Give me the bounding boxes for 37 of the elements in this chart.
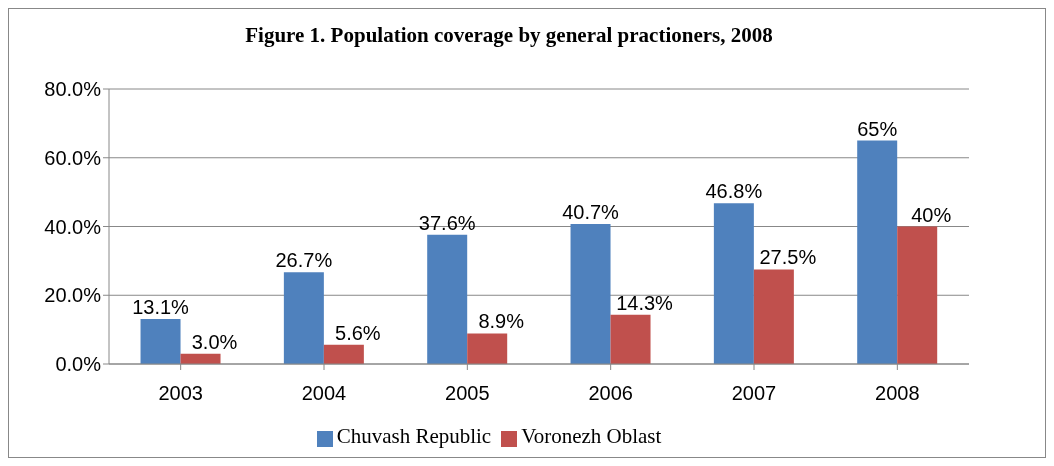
x-tick-label: 2003 <box>158 382 203 405</box>
chart-title: Figure 1. Population coverage by general practioners, 2008 <box>244 23 774 48</box>
data-label: 27.5% <box>759 246 817 269</box>
data-label: 26.7% <box>275 249 333 272</box>
y-tick-label: 60.0% <box>44 146 102 169</box>
bar <box>857 140 898 364</box>
y-tick-label: 40.0% <box>44 215 102 238</box>
legend-label: Chuvash Republic <box>336 424 492 448</box>
bar <box>897 226 938 364</box>
y-tick-label: 20.0% <box>44 284 102 307</box>
data-label: 8.9% <box>478 310 525 333</box>
bar <box>610 314 651 364</box>
x-tick-label: 2008 <box>875 382 920 405</box>
data-label: 13.1% <box>132 295 190 318</box>
data-label: 40% <box>911 203 952 226</box>
data-label: 37.6% <box>418 211 476 234</box>
bar <box>570 224 611 364</box>
data-label: 46.8% <box>705 180 763 203</box>
data-label: 3.0% <box>191 330 238 353</box>
data-label: 5.6% <box>335 321 381 344</box>
x-tick-label: 2005 <box>445 382 490 405</box>
x-tick-label: 2007 <box>731 382 777 405</box>
x-tick-label: 2006 <box>588 382 633 405</box>
bar <box>140 318 181 364</box>
bar <box>323 344 364 364</box>
bar <box>283 272 324 364</box>
data-label: 40.7% <box>562 201 620 224</box>
bar <box>753 269 794 364</box>
data-label: 65% <box>857 117 898 140</box>
y-tick-label: 80.0% <box>44 78 102 101</box>
y-tick-label: 0.0% <box>55 353 102 376</box>
bar <box>467 333 508 364</box>
bar <box>427 234 468 364</box>
legend-label: Voronezh Oblast <box>521 424 662 448</box>
x-tick-label: 2004 <box>301 382 347 405</box>
bar <box>713 203 754 364</box>
data-label: 14.3% <box>616 291 674 314</box>
